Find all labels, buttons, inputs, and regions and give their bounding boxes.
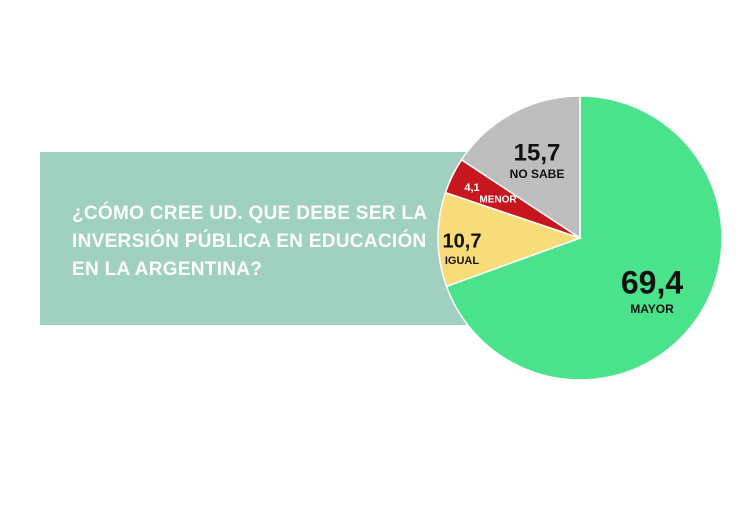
pie-slice [437, 191, 583, 288]
value-label: 10,7 [443, 230, 482, 252]
category-label: IGUAL [445, 255, 480, 267]
value-label: 15,7 [514, 139, 561, 166]
title-panel [40, 152, 510, 325]
pie-slice [460, 95, 581, 240]
value-label: 69,4 [621, 264, 683, 300]
category-label: NO SABE [510, 167, 565, 181]
pie-slice [445, 95, 723, 381]
category-label: MAYOR [630, 302, 674, 316]
chart-title: ¿CÓMO CREE UD. QUE DEBE SER LA INVERSIÓN… [72, 203, 427, 280]
value-label: 4,1 [464, 182, 479, 194]
category-label: MENOR [479, 195, 517, 206]
